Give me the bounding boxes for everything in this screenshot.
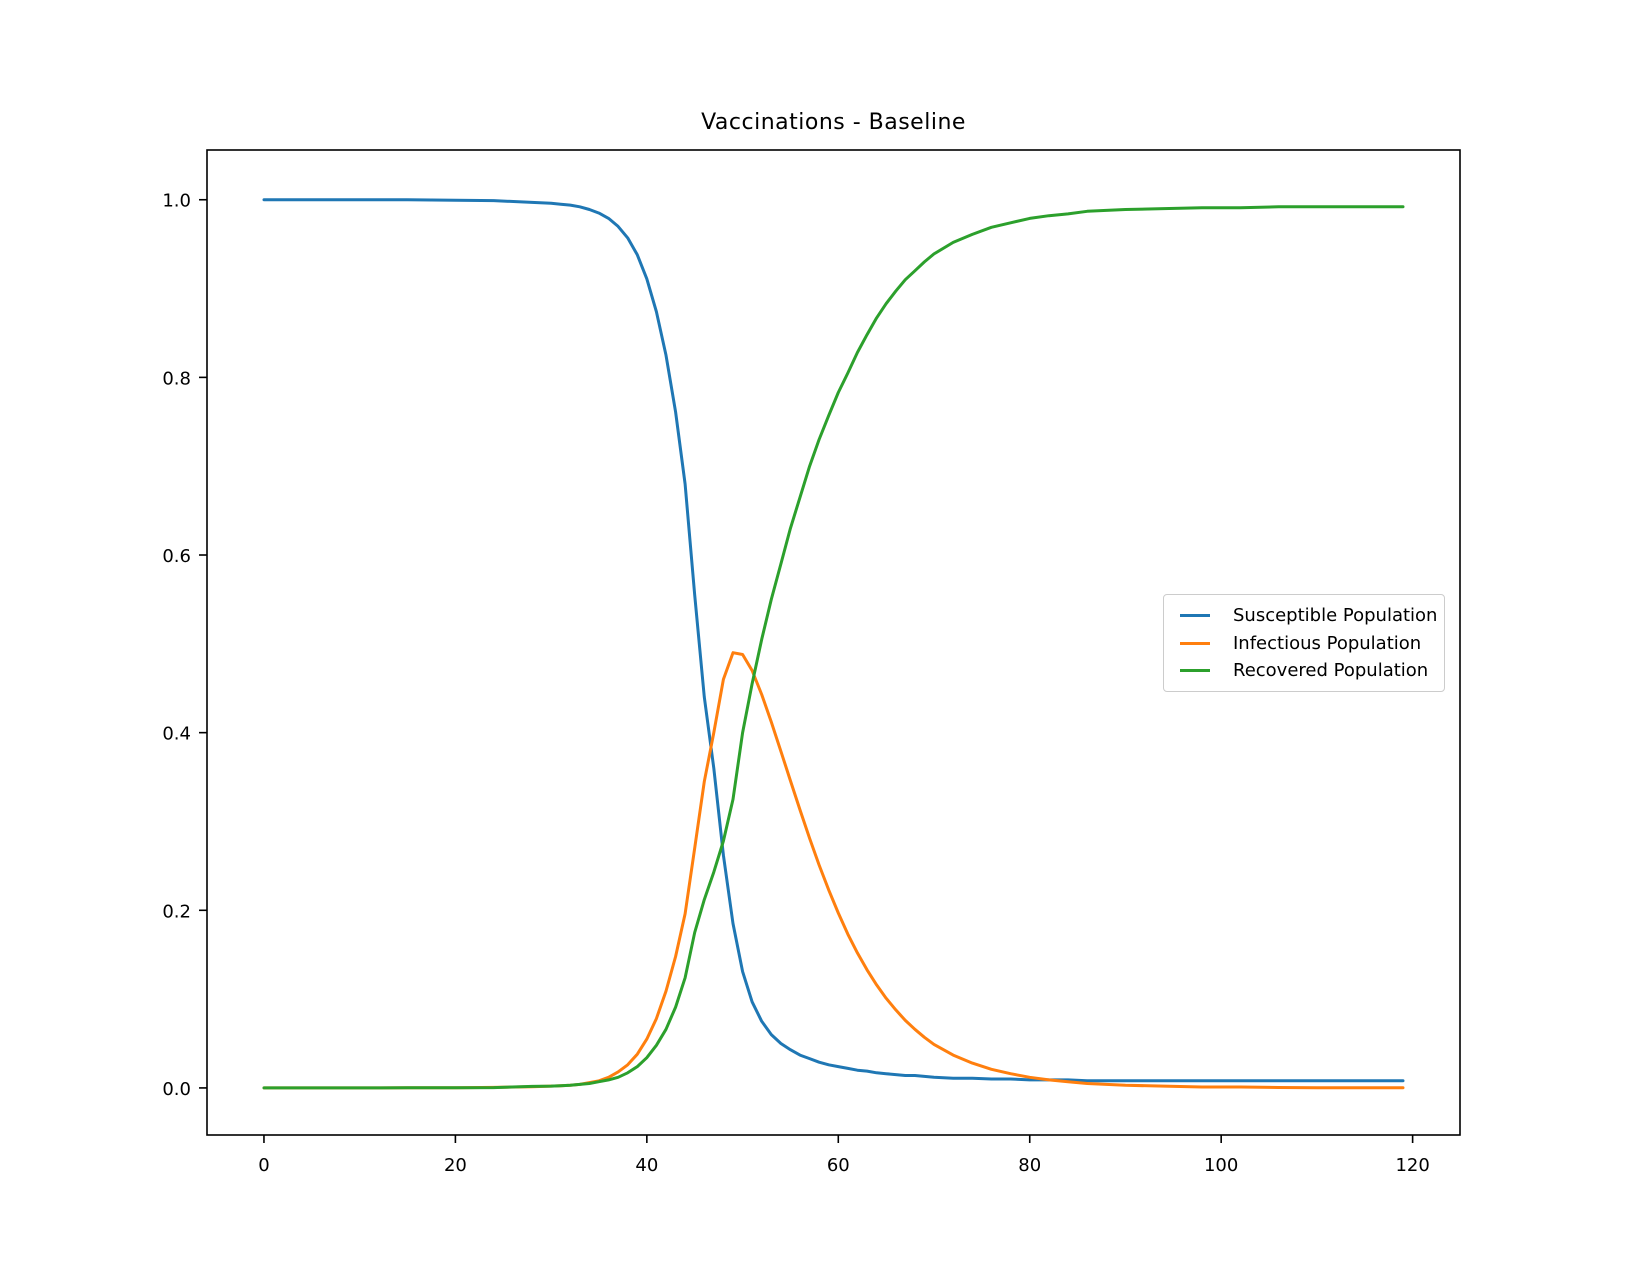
legend: Susceptible Population Infectious Popula…: [1163, 594, 1445, 692]
plot-border: [206, 149, 1461, 1136]
legend-item: Recovered Population: [1174, 657, 1434, 684]
y-tick-label: 0.4: [162, 724, 191, 745]
legend-label-recovered: Recovered Population: [1233, 660, 1429, 681]
series-line-recovered-population: [262, 205, 1405, 1090]
y-tick-label: 0.0: [162, 1079, 191, 1100]
y-tick-label: 1.0: [162, 191, 191, 212]
x-tick-label: 120: [1395, 1155, 1429, 1176]
legend-item: Infectious Population: [1174, 630, 1434, 657]
x-tick-label: 0: [258, 1155, 269, 1176]
x-tick-label: 40: [635, 1155, 658, 1176]
chart-title: Vaccinations - Baseline: [701, 110, 966, 135]
legend-label-infectious: Infectious Population: [1233, 632, 1422, 654]
legend-item: Susceptible Population: [1174, 602, 1438, 629]
y-tick-label: 0.2: [162, 901, 191, 922]
x-tick-label: 100: [1204, 1155, 1238, 1176]
legend-swatch-infectious: [1180, 641, 1210, 645]
y-tick-label: 0.6: [162, 546, 191, 567]
legend-swatch-recovered: [1180, 669, 1210, 672]
legend-swatch-susceptible: [1180, 614, 1210, 617]
x-tick-label: 80: [1018, 1155, 1041, 1176]
legend-label-susceptible: Susceptible Population: [1233, 605, 1438, 626]
y-tick-label: 0.8: [162, 368, 191, 389]
x-tick-label: 20: [444, 1155, 467, 1176]
series-line-infectious-population: [262, 651, 1405, 1090]
x-tick-label: 60: [827, 1155, 850, 1176]
